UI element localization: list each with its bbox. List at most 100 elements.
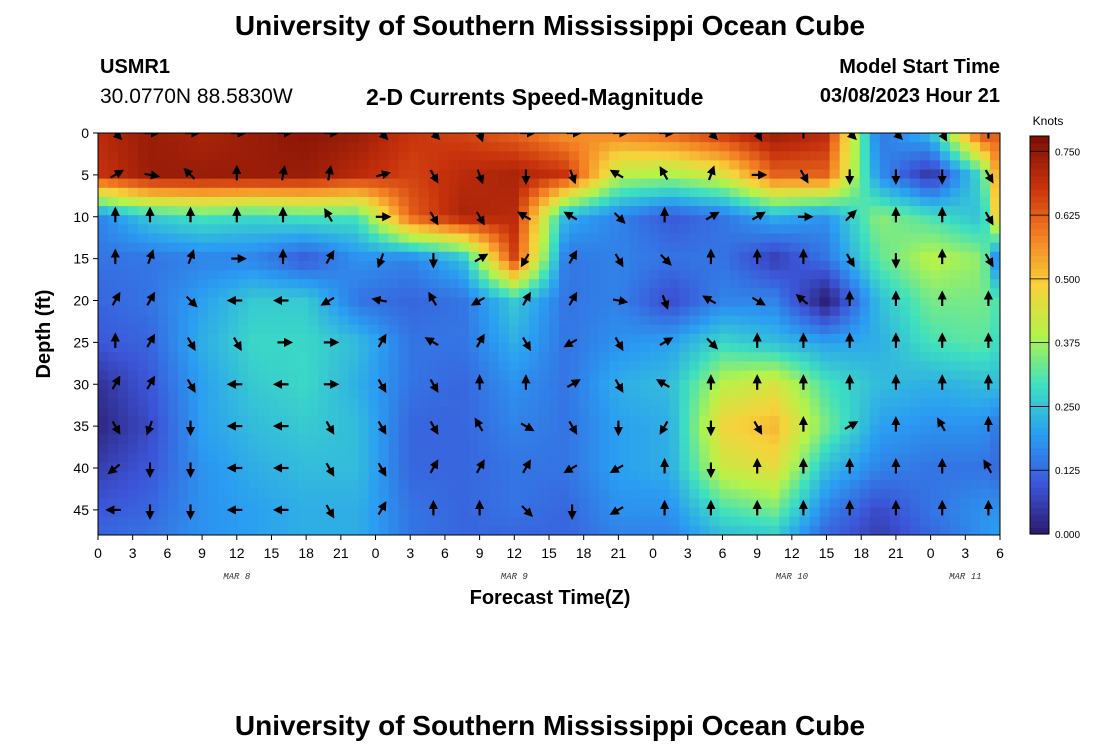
heatmap-cell (518, 471, 530, 481)
heatmap-cell (178, 270, 189, 280)
heatmap-cell (358, 215, 370, 225)
heatmap-cell (318, 480, 330, 490)
heatmap-cell (789, 169, 801, 180)
current-arrow (984, 211, 994, 226)
heatmap-cell (98, 343, 109, 353)
heatmap-cell (188, 334, 199, 344)
heatmap-cell (308, 489, 320, 500)
heatmap-cell (488, 388, 500, 399)
heatmap-cell (218, 407, 229, 417)
heatmap-cell (829, 215, 841, 225)
heatmap-cell (218, 516, 229, 527)
heatmap-cell (158, 352, 169, 363)
heatmap-cell (639, 315, 650, 326)
heatmap-cell (659, 343, 670, 353)
heatmap-cell (859, 379, 871, 390)
heatmap-cell (559, 187, 570, 198)
heatmap-cell (869, 242, 881, 253)
heatmap-cell (108, 270, 119, 280)
heatmap-cell (478, 160, 490, 171)
heatmap-cell (448, 187, 460, 198)
heatmap-cell (408, 279, 420, 289)
heatmap-cell (899, 507, 911, 518)
heatmap-cell (168, 260, 179, 271)
heatmap-cell (528, 315, 540, 326)
y-tick-label: 20 (73, 293, 89, 309)
heatmap-cell (238, 324, 249, 335)
heatmap-cell (879, 434, 891, 445)
heatmap-cell (458, 233, 470, 244)
heatmap-cell (629, 270, 640, 280)
heatmap-cell (518, 388, 530, 399)
heatmap-cell (839, 160, 851, 171)
heatmap-cell (759, 178, 771, 189)
heatmap-cell (268, 206, 279, 216)
heatmap-cell (719, 270, 730, 280)
heatmap-cell (228, 407, 239, 417)
heatmap-cell (669, 187, 680, 198)
x-tick-label: 9 (198, 545, 206, 561)
heatmap-cell (839, 498, 851, 509)
heatmap-cell (498, 379, 510, 390)
heatmap-cell (739, 215, 751, 225)
heatmap-cell (298, 142, 310, 152)
heatmap-cell (188, 242, 199, 253)
heatmap-cell (98, 425, 109, 436)
heatmap-cell (609, 498, 620, 509)
heatmap-cell (929, 242, 941, 253)
heatmap-cell (629, 297, 640, 308)
heatmap-cell (288, 361, 300, 372)
heatmap-cell (979, 516, 991, 527)
heatmap-cell (769, 297, 781, 308)
heatmap-cell (138, 443, 149, 454)
heatmap-cell (188, 480, 199, 490)
heatmap-cell (508, 379, 520, 390)
heatmap-cell (849, 498, 861, 509)
current-arrow (371, 295, 387, 305)
x-day-label: MAR 8 (223, 572, 251, 582)
heatmap-cell (488, 379, 500, 390)
heatmap-cell (989, 288, 1000, 299)
heatmap-cell (929, 251, 941, 262)
heatmap-cell (208, 471, 219, 481)
heatmap-cell (839, 352, 851, 363)
heatmap-cell (328, 397, 340, 408)
heatmap-cell (699, 242, 710, 253)
heatmap-cell (268, 498, 279, 509)
heatmap-cell (769, 498, 781, 509)
heatmap-cell (198, 306, 209, 317)
heatmap-cell (919, 343, 931, 353)
heatmap-cell (589, 324, 600, 335)
heatmap-cell (589, 388, 600, 399)
heatmap-cell (508, 443, 520, 454)
heatmap-cell (849, 471, 861, 481)
x-tick-label: 6 (719, 545, 727, 561)
heatmap-cell (779, 233, 791, 244)
heatmap-cell (268, 388, 279, 399)
heatmap-cell (268, 133, 279, 143)
current-arrow (428, 291, 438, 306)
heatmap-cell (719, 443, 730, 454)
heatmap-cell (639, 233, 650, 244)
heatmap-cell (268, 416, 279, 426)
heatmap-cell (178, 489, 189, 500)
heatmap-cell (549, 306, 560, 317)
heatmap-cell (98, 452, 109, 463)
heatmap-cell (689, 507, 700, 518)
heatmap-cell (138, 251, 149, 262)
heatmap-cell (168, 142, 179, 152)
heatmap-cell (538, 224, 550, 235)
heatmap-cell (498, 251, 510, 262)
heatmap-cell (839, 196, 851, 207)
heatmap-cell (368, 196, 380, 207)
heatmap-cell (128, 480, 139, 490)
heatmap-cell (859, 516, 871, 527)
heatmap-cell (458, 242, 470, 253)
heatmap-cell (108, 187, 119, 198)
heatmap-cell (128, 489, 139, 500)
heatmap-cell (338, 461, 350, 472)
heatmap-cell (458, 288, 470, 299)
heatmap-cell (639, 370, 650, 381)
heatmap-cell (759, 425, 771, 436)
heatmap-cell (328, 279, 340, 289)
